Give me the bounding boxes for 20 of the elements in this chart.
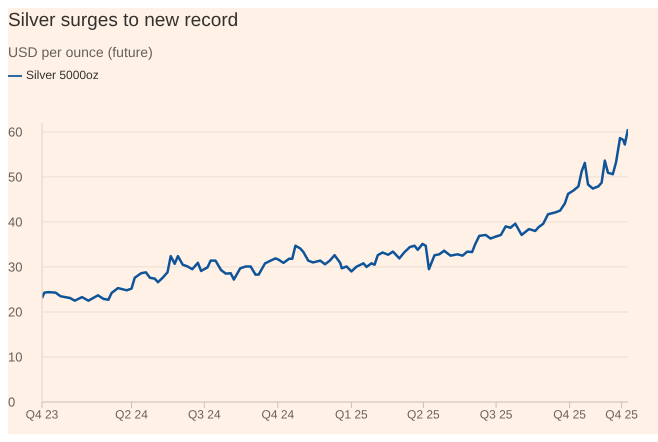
- y-tick-label: 30: [8, 260, 22, 275]
- y-tick-label: 50: [8, 169, 22, 184]
- line-series: [42, 128, 628, 302]
- x-tick-label: Q2 24: [115, 408, 148, 422]
- x-tick-label: Q4 24: [261, 408, 295, 422]
- chart-subtitle: USD per ounce (future): [8, 44, 154, 60]
- x-tick-label: Q3 25: [480, 408, 513, 422]
- y-tick-label: 10: [8, 350, 22, 365]
- x-tick-label: Q1 25: [335, 408, 368, 422]
- x-tick-label: Q4 23: [26, 408, 59, 422]
- x-tick-label: Q2 25: [406, 408, 440, 422]
- y-tick-label: 0: [8, 394, 16, 410]
- x-tick-label: Q4 25: [605, 408, 638, 422]
- x-tick-label: Q3 24: [188, 408, 221, 422]
- x-tick-label: Q4 25: [553, 408, 586, 422]
- y-tick-label: 20: [8, 304, 22, 320]
- y-tick-label: 40: [8, 214, 22, 230]
- chart-title: Silver surges to new record: [8, 9, 240, 32]
- legend-label: Silver 5000oz: [26, 68, 99, 82]
- y-tick-label: 60: [8, 124, 22, 140]
